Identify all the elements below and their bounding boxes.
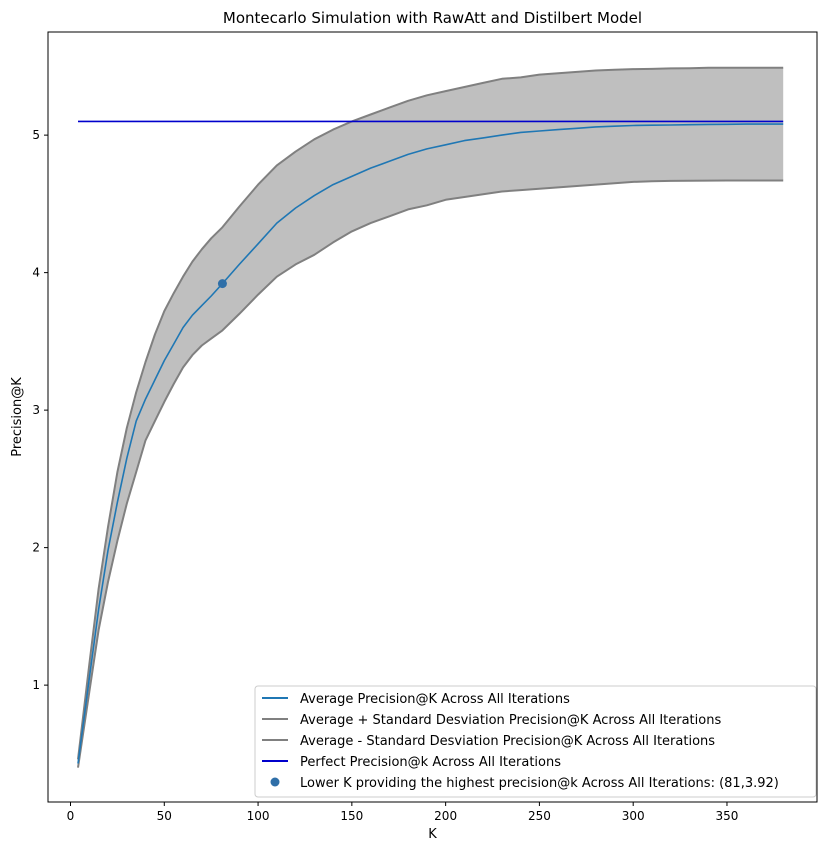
x-tick-label: 150: [340, 809, 363, 823]
x-tick-label: 100: [247, 809, 270, 823]
x-tick-label: 300: [622, 809, 645, 823]
y-axis-ticks: 1 2 3 4 5: [32, 128, 48, 692]
legend-items: Average Precision@K Across All Iteration…: [262, 692, 779, 791]
x-tick-label: 200: [434, 809, 457, 823]
legend: Average Precision@K Across All Iteration…: [254, 685, 817, 798]
plot-frame: [47, 31, 818, 803]
average-line: [77, 123, 784, 764]
legend-swatch: [270, 777, 280, 787]
legend-entry-lower-std: Average - Standard Desviation Precision@…: [300, 734, 715, 749]
x-tick-label: 250: [528, 809, 551, 823]
highlight-point-layer: [217, 279, 227, 289]
legend-entry-highlight-point: Lower K providing the highest precision@…: [300, 776, 779, 791]
y-tick-label: 1: [32, 678, 40, 692]
x-tick-label: 50: [157, 809, 172, 823]
legend-box: [254, 685, 817, 798]
x-tick-label: 350: [716, 809, 739, 823]
chart-title: Montecarlo Simulation with RawAtt and Di…: [223, 9, 642, 27]
std-band-layer: [78, 67, 784, 768]
lower-std-line: [77, 179, 784, 768]
y-axis-title: Precision@K: [10, 377, 25, 457]
y-tick-label: 5: [32, 128, 40, 142]
std-band: [78, 67, 784, 768]
x-axis-ticks: 0 50 100 150 200 250 300 350: [67, 802, 739, 823]
x-tick-label: 0: [67, 809, 75, 823]
legend-entry-perfect: Perfect Precision@k Across All Iteration…: [300, 755, 561, 770]
legend-entry-upper-std: Average + Standard Desviation Precision@…: [300, 713, 721, 728]
highlight-point: [217, 279, 227, 289]
y-tick-label: 2: [32, 541, 40, 555]
y-tick-label: 4: [32, 266, 40, 280]
y-tick-label: 3: [32, 403, 40, 417]
upper-std-line: [77, 66, 784, 760]
x-axis-title: K: [428, 827, 437, 842]
series-layer: [77, 66, 784, 768]
legend-entry-average: Average Precision@K Across All Iteration…: [300, 692, 570, 707]
